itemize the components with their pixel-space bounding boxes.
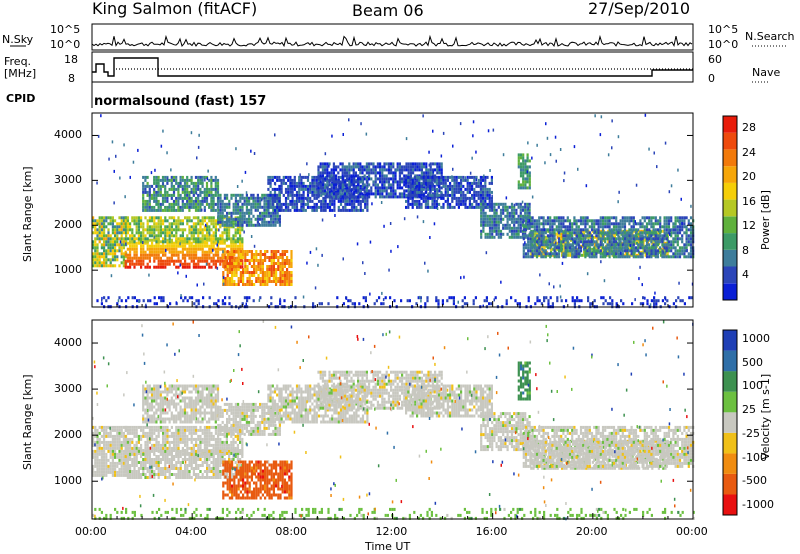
power-colorbar-swatch [723, 182, 737, 200]
power-colorbar-tick: 16 [742, 194, 756, 208]
velocity-colorbar-tick: -1000 [742, 498, 774, 511]
x-tick-label: 08:00 [275, 525, 308, 538]
power-panel [91, 112, 695, 310]
velocity-colorbar-swatch [723, 432, 737, 454]
velocity-colorbar-swatch [723, 412, 737, 433]
velocity-colorbar-tick: 500 [742, 355, 763, 369]
frequency-trace [92, 57, 693, 77]
y-tick-label: 2000 [54, 218, 82, 232]
velocity-colorbar-swatch [723, 391, 737, 413]
velocity-colorbar-tick: -500 [742, 474, 767, 488]
freq-frame [91, 51, 694, 83]
x-tick-label: 20:00 [575, 525, 608, 538]
x-tick-label: 04:00 [175, 525, 207, 538]
y-tick-label: 3000 [54, 173, 82, 187]
velocity-colorbar-swatch [723, 494, 737, 515]
freq-unit-label: [MHz] [4, 67, 37, 80]
nave-tick-bottom: 0 [708, 72, 715, 85]
velocity-colorbar-frame [722, 329, 738, 516]
power-colorbar-tick: 4 [742, 268, 749, 282]
y-tick-label: 3000 [54, 382, 82, 396]
freq-tick-top: 18 [64, 53, 78, 66]
x-axis-title: Time UT [365, 540, 411, 553]
summary-panel [10, 23, 786, 108]
power-colorbar-tick: 8 [742, 243, 749, 257]
power-colorbar-swatch [723, 266, 737, 284]
nsky-label: N.Sky [2, 33, 34, 46]
cpid-value: normalsound (fast) 157 [94, 94, 267, 109]
nave-label: Nave [752, 66, 781, 79]
power-colorbar-swatch [723, 233, 737, 250]
x-tick-label: 00:00 [676, 525, 708, 538]
power-colorbar-swatch [723, 216, 737, 234]
freq-tick-bottom: 8 [68, 72, 75, 85]
beam-title: Beam 06 [352, 1, 424, 20]
velocity-colorbar-swatch [723, 453, 737, 474]
y-tick-label: 1000 [54, 263, 82, 277]
power-colorbar-swatch [723, 149, 737, 167]
power-colorbar-tick: 12 [742, 219, 756, 233]
y-tick-label: 1000 [54, 474, 82, 488]
noise-tick-top: 10^5 [50, 23, 81, 36]
velocity-colorbar-swatch [723, 473, 737, 495]
power-colorbar-tick: 24 [742, 145, 756, 159]
power-colorbar-swatch [723, 199, 737, 217]
power-colorbar-swatch [723, 249, 737, 267]
y-tick-label: 4000 [54, 128, 82, 142]
noise-sky-trace [91, 34, 693, 48]
power-colorbar-frame [722, 115, 738, 301]
velocity-colorbar-swatch [723, 350, 737, 372]
velocity-colorbar-tick: 1000 [742, 332, 770, 345]
power-colorbar-tick: 28 [742, 121, 756, 135]
noise-tick-bottom: 10^0 [50, 38, 81, 51]
power-colorbar-tick: 20 [742, 170, 756, 184]
velocity-panel [91, 319, 695, 521]
y-tick-label: 4000 [54, 336, 82, 350]
noise-tick-bottom-right: 10^0 [708, 38, 739, 51]
noise-tick-top-right: 10^5 [708, 23, 739, 36]
power-colorbar-swatch [723, 132, 737, 150]
x-tick-label: 12:00 [375, 525, 408, 538]
colorbars [722, 115, 738, 516]
noise-frame [91, 23, 694, 51]
x-tick-label: 16:00 [475, 525, 508, 538]
velocity-colorbar-tick: -25 [742, 426, 760, 440]
nsearch-label: N.Search [745, 30, 795, 43]
power-colorbar-swatch [723, 166, 737, 183]
velocity-colorbar-tick: 25 [742, 403, 756, 417]
power-colorbar-swatch [723, 116, 737, 133]
velocity-colorbar-tick: -100 [742, 450, 767, 464]
velocity-colorbar-tick: 100 [742, 379, 763, 393]
x-tick-label: 00:00 [75, 525, 107, 538]
y-tick-label: 2000 [54, 428, 82, 442]
freq-label: Freq. [4, 55, 32, 68]
cpid-label: CPID [6, 92, 36, 105]
date-title: 27/Sep/2010 [588, 0, 691, 18]
power-colorbar-swatch [723, 283, 737, 300]
nave-tick-top: 60 [708, 53, 722, 66]
station-title: King Salmon (fitACF) [92, 0, 258, 18]
panel-frame [91, 319, 694, 520]
velocity-colorbar-swatch [723, 330, 737, 351]
velocity-colorbar-swatch [723, 371, 737, 392]
